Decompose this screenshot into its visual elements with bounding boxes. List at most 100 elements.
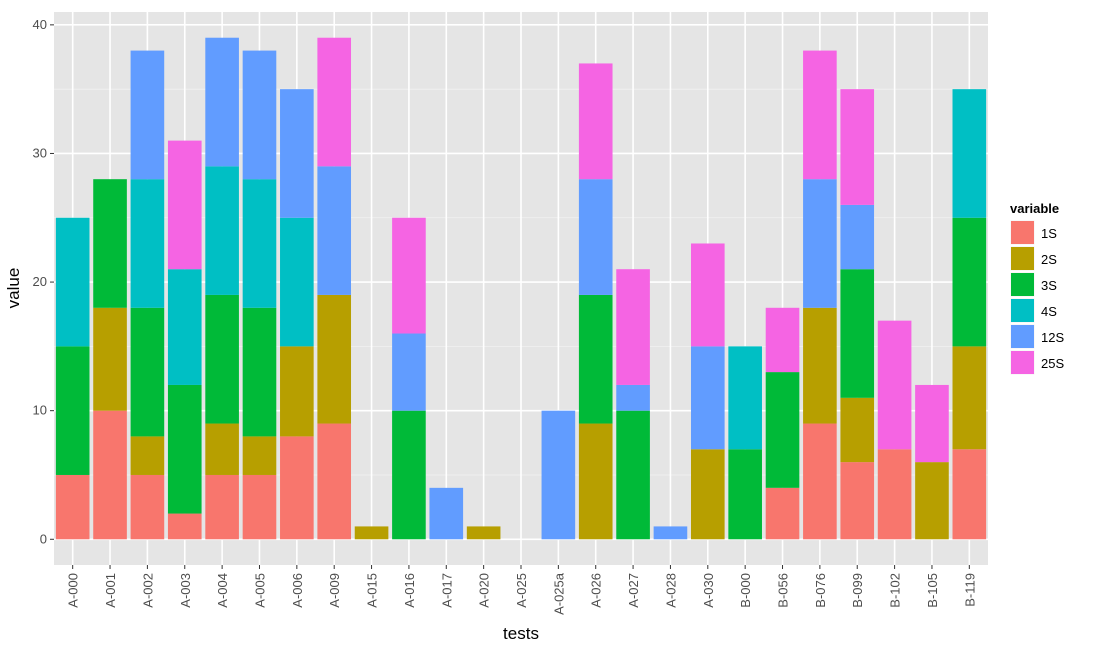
x-tick-label: A-030 [701,573,716,608]
bar-A-005-2S [242,436,277,475]
legend-swatch-25S [1011,351,1034,374]
y-tick-label: 40 [33,17,47,32]
bar-B-102-1S [877,449,912,540]
bar-B-076-12S [803,179,837,308]
legend-swatch-4S [1011,299,1034,322]
bar-A-000-3S [55,346,90,475]
bar-B-119-1S [952,449,987,540]
bar-A-002-2S [130,436,165,475]
bar-A-017-12S [429,487,464,540]
bar-A-026-12S [578,179,613,295]
x-tick-label: B-119 [962,573,977,607]
bar-B-099-1S [840,462,875,540]
bar-B-076-2S [803,307,837,424]
x-tick-label: A-020 [477,573,492,608]
bar-A-004-1S [205,474,239,540]
bar-A-030-25S [690,243,725,347]
bar-A-030-12S [690,346,725,450]
x-tick-label: A-009 [327,573,342,608]
legend-swatch-1S [1011,221,1034,244]
bar-B-000-3S [728,449,762,540]
bar-A-005-4S [242,179,277,308]
bar-A-003-1S [167,513,202,540]
bar-A-005-1S [242,474,277,540]
x-tick-label: A-017 [439,573,454,608]
x-tick-label: A-003 [178,573,193,608]
bar-A-027-3S [616,410,650,540]
x-tick-label: A-025 [514,573,529,608]
bar-B-076-1S [803,423,837,540]
bar-A-027-12S [616,384,650,411]
legend-title: variable [1010,201,1059,216]
x-axis-title: tests [503,624,539,643]
bar-A-001-1S [93,410,127,540]
bar-A-005-3S [242,307,277,437]
x-tick-label: B-099 [850,573,865,608]
y-axis-title: value [4,268,23,309]
bar-B-099-12S [840,204,875,270]
bar-A-000-4S [55,217,90,347]
bar-A-004-12S [205,37,239,167]
bar-B-105-25S [915,384,949,463]
legend-swatch-3S [1011,273,1034,296]
bar-B-056-1S [765,487,800,540]
x-tick-label: B-105 [925,573,940,608]
legend-label-3S: 3S [1041,278,1057,293]
legend-label-2S: 2S [1041,252,1057,267]
bar-A-000-1S [55,474,90,540]
x-tick-label: B-076 [813,573,828,608]
bar-A-003-4S [167,269,202,385]
bar-A-026-25S [578,63,613,180]
bar-A-015-2S [354,526,389,540]
x-tick-label: A-005 [252,573,267,608]
bar-A-006-12S [280,89,314,218]
bar-A-005-12S [242,50,277,180]
x-tick-label: B-056 [776,573,791,608]
bar-B-105-2S [915,462,949,540]
bars-layer [55,37,987,540]
bar-A-009-2S [317,294,352,424]
bar-B-119-4S [952,89,987,218]
bar-B-099-2S [840,397,875,463]
bar-B-056-3S [765,372,800,488]
x-tick-label: A-001 [103,573,118,608]
x-tick-label: A-028 [663,573,678,608]
legend: variable 1S 2S 3S 4S 12S 25S [1009,201,1064,376]
bar-A-016-3S [392,410,426,540]
bar-A-016-12S [392,333,426,411]
bar-A-002-1S [130,474,165,540]
bar-B-099-3S [840,269,875,398]
bar-A-026-2S [578,423,613,540]
bar-A-028-12S [653,526,688,540]
bar-A-030-2S [690,449,725,540]
x-tick-label: A-016 [402,573,417,608]
x-tick-label: A-004 [215,573,230,608]
x-tick-label: A-027 [626,573,641,608]
bar-B-056-25S [765,307,800,373]
bar-B-076-25S [803,50,837,180]
bar-B-000-4S [728,346,762,450]
x-axis: A-000 A-001 A-002 A-003 A-004 A-005 A-006 A-009… [66,565,977,615]
x-tick-label: A-000 [66,573,81,608]
x-tick-label: A-026 [589,573,604,608]
bar-A-004-4S [205,166,239,295]
x-tick-label: A-025a [551,572,566,615]
x-tick-label: B-102 [888,573,903,608]
legend-label-1S: 1S [1041,226,1057,241]
bar-A-003-25S [167,140,202,270]
legend-swatch-2S [1011,247,1034,270]
bar-A-001-2S [93,307,127,411]
bar-A-002-12S [130,50,165,180]
y-axis: 0 10 20 30 40 [33,17,54,546]
bar-A-006-4S [280,217,314,347]
y-tick-label: 0 [40,531,47,546]
bar-A-006-2S [280,346,314,437]
x-tick-label: B-000 [738,573,753,608]
bar-A-001-3S [93,179,127,308]
bar-A-009-25S [317,37,352,167]
bar-A-002-4S [130,179,165,308]
x-tick-label: A-006 [290,573,305,608]
bar-A-002-3S [130,307,165,437]
bar-A-009-1S [317,423,352,540]
